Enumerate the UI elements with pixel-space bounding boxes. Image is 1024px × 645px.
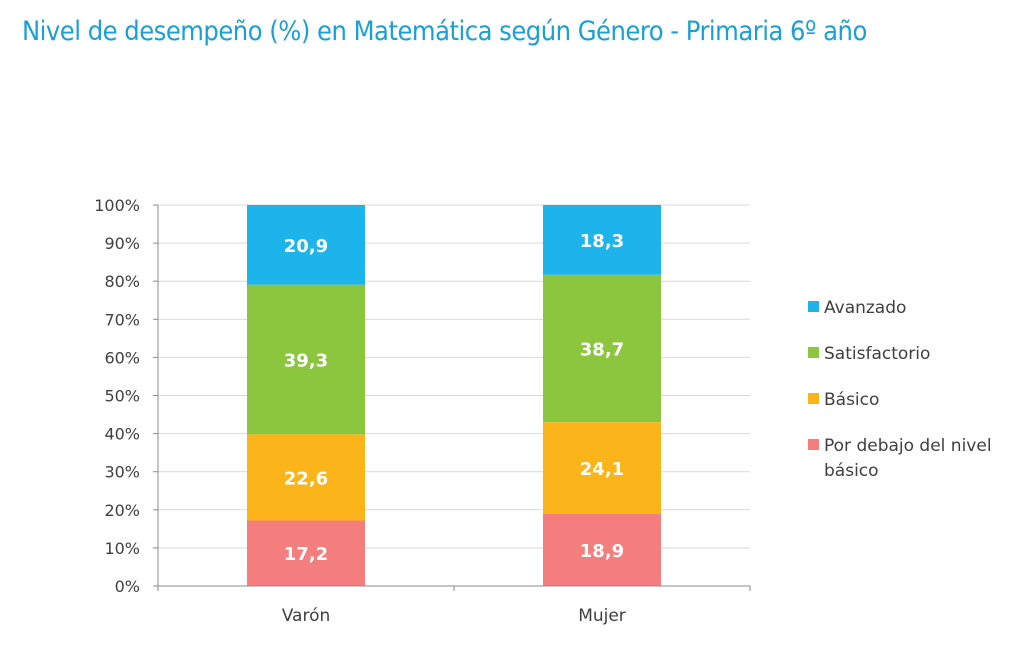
legend: Avanzado Satisfactorio Básico Por debajo de…	[808, 298, 992, 481]
data-label: 22,6	[284, 468, 328, 489]
legend-swatch	[808, 301, 819, 312]
y-tick-label: 90%	[104, 234, 140, 253]
chart-title: Nivel de desempeño (%) en Matemática seg…	[22, 16, 867, 47]
legend-label: Por debajo del nivel	[824, 436, 992, 456]
bars: 17,2 22,6 39,3 20,9 18,9 24,1 38,7 18,3	[247, 205, 661, 586]
y-tick-label: 0%	[115, 577, 140, 596]
y-tick-label: 20%	[104, 501, 140, 520]
data-label: 20,9	[284, 236, 328, 257]
legend-label: Básico	[824, 390, 879, 410]
data-label: 24,1	[580, 459, 624, 480]
data-label: 18,9	[580, 541, 624, 562]
legend-swatch	[808, 393, 819, 404]
y-tick-label: 70%	[104, 310, 140, 329]
data-label: 39,3	[284, 350, 328, 371]
y-tick-label: 60%	[104, 348, 140, 367]
bar-segment	[247, 434, 365, 521]
y-tick-label: 50%	[104, 387, 140, 406]
data-label: 17,2	[284, 544, 328, 565]
bar-segment	[247, 284, 365, 435]
y-tick-label: 40%	[104, 425, 140, 444]
y-tick-label: 10%	[104, 539, 140, 558]
x-tick-label: Mujer	[578, 606, 626, 626]
legend-swatch	[808, 347, 819, 358]
bar-segment	[247, 520, 365, 586]
bar-segment	[543, 422, 661, 514]
y-tick-label: 30%	[104, 463, 140, 482]
legend-label: básico	[824, 461, 879, 481]
y-tick-label: 100%	[94, 196, 140, 215]
bar-segment	[543, 205, 661, 275]
y-tick-label: 80%	[104, 272, 140, 291]
legend-label: Avanzado	[824, 298, 906, 318]
bar-segment	[543, 274, 661, 423]
gridlines	[158, 204, 750, 549]
legend-label: Satisfactorio	[824, 344, 930, 364]
data-label: 38,7	[580, 339, 624, 360]
legend-swatch	[808, 439, 819, 450]
data-label: 18,3	[580, 231, 624, 252]
bar-segment	[247, 205, 365, 285]
axes: 0% 10% 20% 30% 40% 50% 60% 70% 80% 90% 100% Varón Mu…	[94, 196, 751, 626]
x-tick-label: Varón	[282, 606, 331, 626]
bar-segment	[543, 513, 661, 586]
